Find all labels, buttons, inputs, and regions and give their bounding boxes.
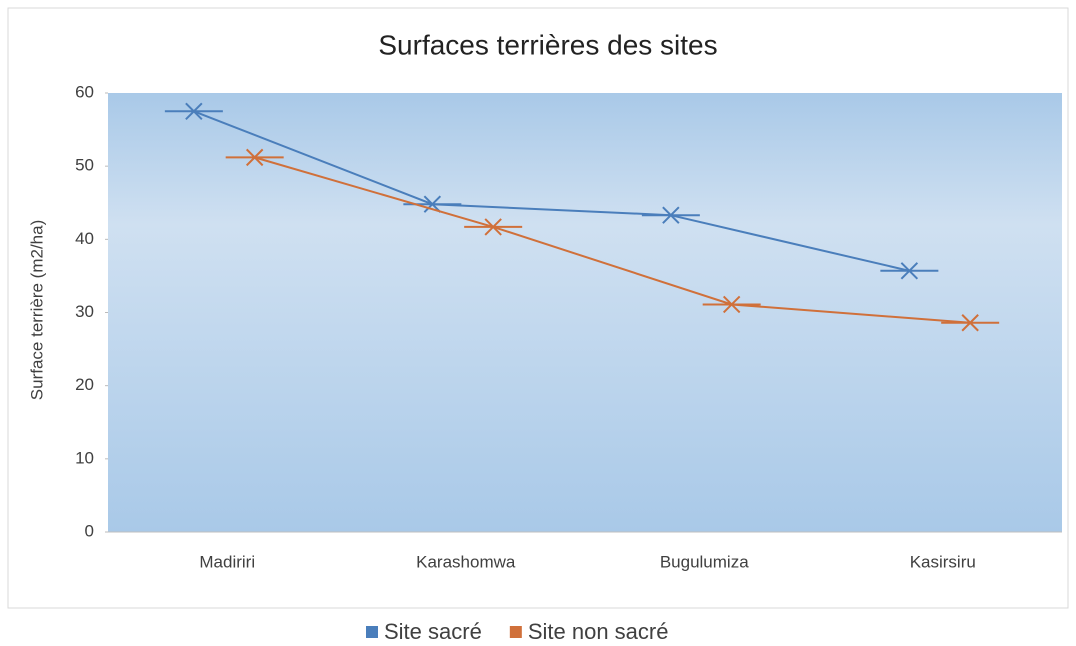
plot-area xyxy=(108,93,1062,532)
marker xyxy=(225,148,284,167)
marker xyxy=(880,262,939,280)
marker xyxy=(164,102,223,120)
legend-label: Site sacré xyxy=(384,619,482,644)
legend-label: Site non sacré xyxy=(528,619,669,644)
x-tick-label: Madiriri xyxy=(199,552,255,571)
y-tick-label: 20 xyxy=(75,375,94,394)
x-tick-label: Bugulumiza xyxy=(660,552,749,571)
y-tick-label: 50 xyxy=(75,156,94,175)
legend-swatch xyxy=(366,626,378,638)
series-line xyxy=(193,110,910,272)
y-axis-label: Surface terrière (m2/ha) xyxy=(27,220,46,400)
marker xyxy=(702,295,761,314)
x-tick-label: Kasirsiru xyxy=(910,552,976,571)
chart-title: Surfaces terrières des sites xyxy=(378,29,717,60)
marker xyxy=(641,206,700,224)
series-line xyxy=(254,156,971,324)
legend-swatch xyxy=(509,626,522,638)
marker xyxy=(941,314,1000,332)
y-tick-label: 60 xyxy=(75,82,94,101)
y-tick-label: 0 xyxy=(85,521,94,540)
marker xyxy=(464,218,523,236)
y-tick-label: 10 xyxy=(75,448,94,467)
x-tick-label: Karashomwa xyxy=(416,552,516,571)
y-tick-label: 40 xyxy=(75,229,94,248)
y-tick-label: 30 xyxy=(75,302,94,321)
